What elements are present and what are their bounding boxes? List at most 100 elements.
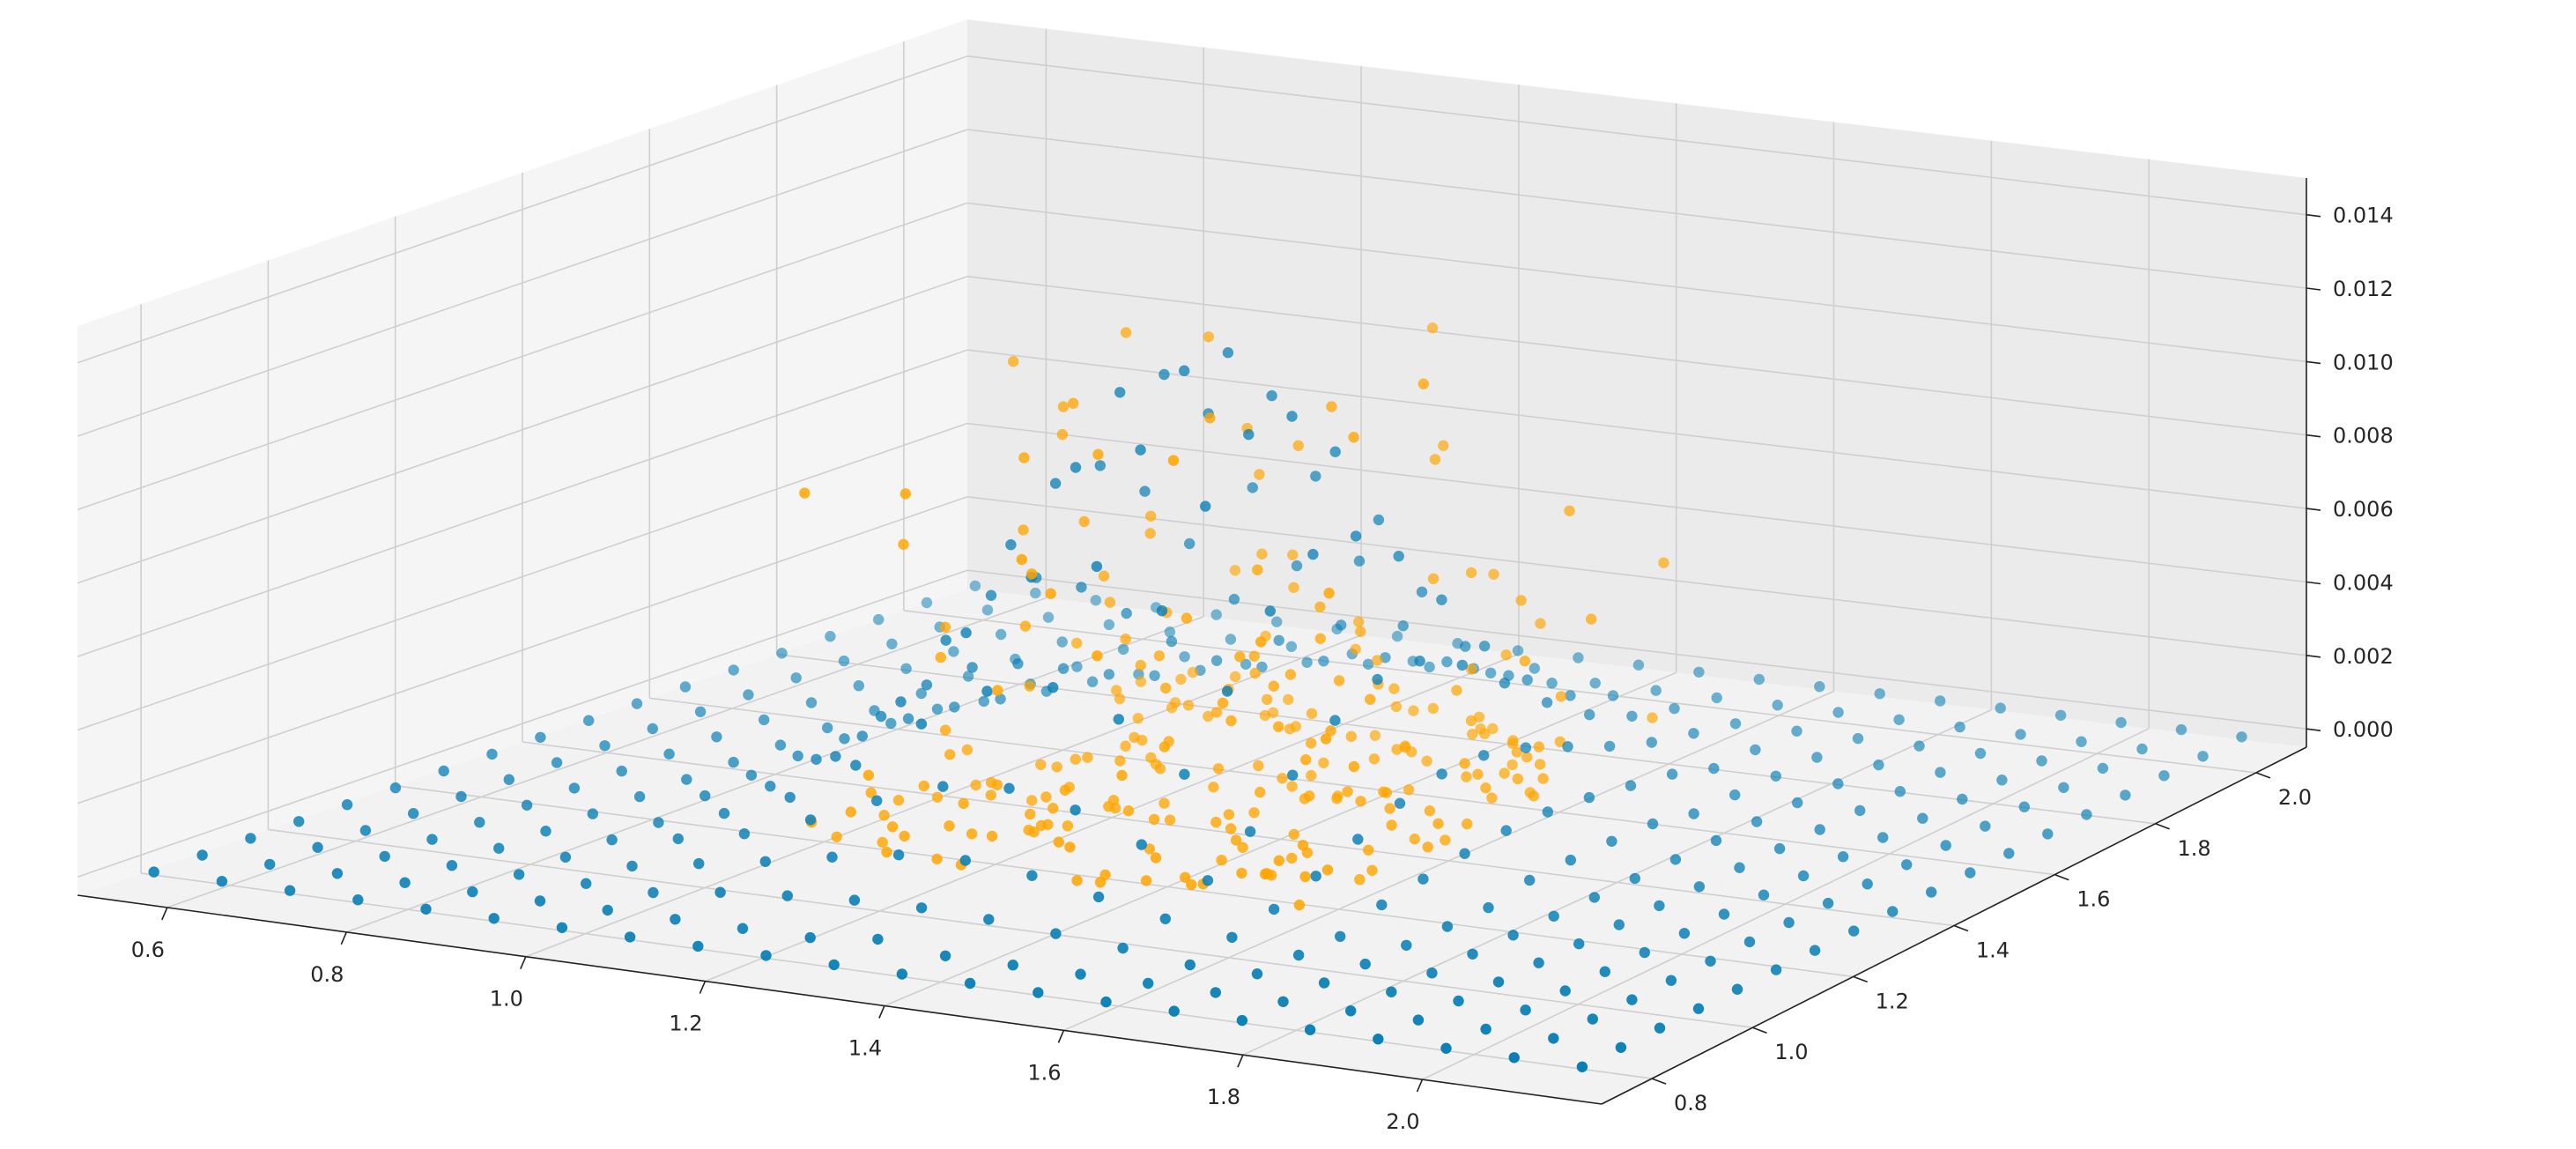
- data-point-orange: [1262, 693, 1273, 705]
- data-point-blue: [1139, 486, 1151, 497]
- data-point-blue: [790, 672, 802, 684]
- data-point-orange: [1160, 682, 1172, 694]
- data-point-orange: [1212, 763, 1225, 775]
- data-point-blue: [825, 631, 836, 642]
- data-point-blue: [1894, 786, 1906, 797]
- data-point-blue: [1669, 702, 1680, 715]
- data-point-blue: [1467, 948, 1478, 960]
- x-tick-label: 2.0: [1386, 1109, 1419, 1134]
- data-point-orange: [878, 810, 890, 821]
- data-point-blue: [1007, 960, 1019, 971]
- data-point-blue: [1136, 839, 1148, 850]
- data-point-blue: [341, 799, 353, 811]
- data-point-blue: [1164, 626, 1176, 638]
- data-point-blue: [1751, 816, 1763, 827]
- data-point-orange: [1348, 760, 1360, 773]
- data-point-blue: [196, 849, 208, 861]
- data-point-orange: [944, 820, 955, 832]
- data-point-blue: [1166, 635, 1178, 648]
- data-point-blue: [599, 740, 611, 752]
- data-point-blue: [939, 950, 951, 962]
- data-point-blue: [2175, 723, 2187, 736]
- x-axis-line: [77, 894, 1603, 1105]
- data-point-orange: [1254, 469, 1265, 480]
- data-point-blue: [1086, 676, 1099, 687]
- data-point-blue: [1583, 791, 1595, 804]
- data-point-blue: [1770, 964, 1782, 975]
- z-tick-label: 0.002: [2333, 644, 2394, 669]
- data-point-blue: [828, 959, 840, 971]
- z-tick-label: 0.010: [2333, 350, 2394, 374]
- grid-line-y-floor: [776, 653, 2156, 825]
- data-point-orange: [1103, 801, 1114, 812]
- data-point-blue: [2120, 789, 2131, 801]
- data-point-orange: [1268, 680, 1280, 692]
- data-point-blue: [1075, 968, 1086, 980]
- data-point-blue: [1529, 663, 1541, 674]
- data-point-blue: [1935, 695, 1946, 707]
- data-point-orange: [1210, 816, 1222, 828]
- data-point-blue: [1397, 620, 1409, 632]
- data-point-blue: [503, 774, 514, 785]
- data-point-orange: [985, 789, 997, 801]
- data-point-blue: [895, 696, 907, 708]
- data-point-blue: [959, 855, 972, 866]
- data-point-blue: [1359, 958, 1371, 970]
- data-point-orange: [1277, 773, 1288, 784]
- data-point-blue: [1692, 1003, 1705, 1014]
- data-point-orange: [1210, 707, 1223, 718]
- data-point-blue: [1483, 901, 1494, 914]
- data-point-orange: [1047, 803, 1059, 814]
- data-point-orange: [1499, 767, 1510, 779]
- data-point-blue: [853, 680, 864, 692]
- data-point-blue: [1286, 411, 1298, 422]
- data-point-orange: [1114, 755, 1126, 767]
- x-tick-mark: [1237, 1054, 1244, 1068]
- data-point-blue: [940, 634, 951, 646]
- data-point-orange: [1462, 818, 1473, 830]
- data-point-orange: [845, 806, 856, 818]
- data-point-orange: [1255, 636, 1267, 648]
- data-point-orange: [1486, 792, 1498, 804]
- data-point-blue: [1336, 619, 1347, 631]
- data-point-blue: [1076, 582, 1087, 593]
- data-point-orange: [1512, 773, 1524, 785]
- data-point-blue: [1292, 949, 1305, 961]
- data-point-blue: [1499, 678, 1511, 689]
- data-point-blue: [535, 731, 546, 743]
- data-point-blue: [1688, 808, 1699, 819]
- data-point-orange: [887, 821, 899, 833]
- data-point-blue: [1533, 957, 1544, 968]
- data-point-blue: [455, 790, 467, 803]
- data-point-blue: [1606, 835, 1617, 847]
- data-point-orange: [1051, 761, 1062, 773]
- data-point-blue: [312, 841, 323, 853]
- data-point-blue: [663, 748, 675, 760]
- data-point-blue: [626, 860, 638, 872]
- data-point-blue: [1225, 634, 1237, 645]
- data-point-blue: [1042, 612, 1055, 623]
- grid-line-y-floor: [140, 872, 1653, 1079]
- data-point-blue: [1565, 854, 1577, 866]
- data-point-orange: [1363, 844, 1374, 856]
- data-point-orange: [881, 846, 892, 858]
- data-point-blue: [1666, 768, 1678, 780]
- data-point-blue: [1117, 643, 1129, 656]
- data-point-blue: [1832, 778, 1844, 789]
- data-point-blue: [352, 894, 364, 906]
- data-point-blue: [1901, 859, 1913, 871]
- data-point-orange: [1154, 763, 1166, 775]
- data-point-orange: [958, 797, 969, 810]
- data-point-blue: [1625, 780, 1637, 791]
- data-point-orange: [1465, 663, 1477, 675]
- data-point-orange: [961, 744, 973, 756]
- data-point-blue: [2018, 801, 2030, 812]
- data-point-orange: [899, 488, 912, 500]
- grid-lines: [77, 28, 2307, 1080]
- data-point-orange: [1320, 733, 1332, 745]
- data-point-orange: [1537, 773, 1549, 784]
- data-point-orange: [1252, 564, 1263, 575]
- data-point-blue: [1056, 636, 1068, 648]
- data-point-blue: [737, 923, 749, 934]
- data-point-orange: [1273, 855, 1285, 866]
